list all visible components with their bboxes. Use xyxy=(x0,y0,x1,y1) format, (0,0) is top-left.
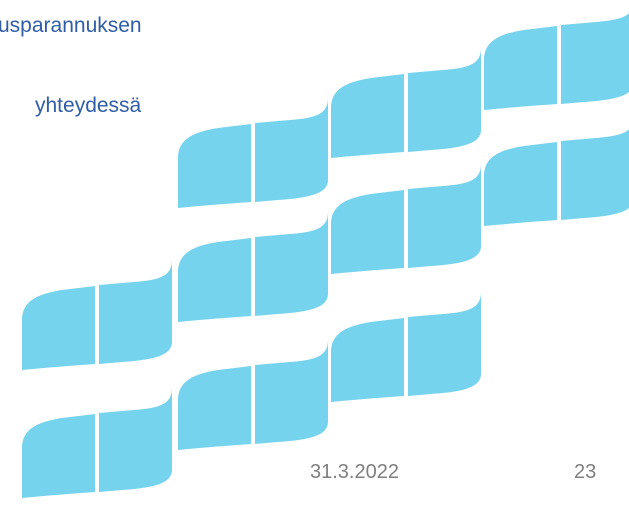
tile xyxy=(484,26,557,110)
footer-date: 31.3.2022 xyxy=(310,461,399,483)
page-number: 23 xyxy=(574,461,596,483)
tile xyxy=(561,116,629,220)
tile xyxy=(408,292,481,396)
tile xyxy=(331,74,404,158)
tile xyxy=(99,388,172,492)
decoration xyxy=(22,0,629,498)
tile xyxy=(22,414,95,498)
tile xyxy=(178,238,251,322)
tile xyxy=(255,340,328,444)
tile xyxy=(331,318,404,402)
tile xyxy=(484,142,557,226)
tile xyxy=(561,0,629,104)
tile xyxy=(255,212,328,316)
tile xyxy=(255,98,328,202)
tile xyxy=(178,366,251,450)
tile xyxy=(331,190,404,274)
tile xyxy=(99,260,172,364)
heading-line: yhteydessä xyxy=(35,94,142,117)
tile xyxy=(408,164,481,268)
tile xyxy=(178,124,251,208)
slide: usparannuksen yhteydessä 31.3.2022 23 xyxy=(0,0,629,513)
heading-line: usparannuksen xyxy=(0,14,142,37)
tile xyxy=(408,48,481,152)
tile xyxy=(22,286,95,370)
